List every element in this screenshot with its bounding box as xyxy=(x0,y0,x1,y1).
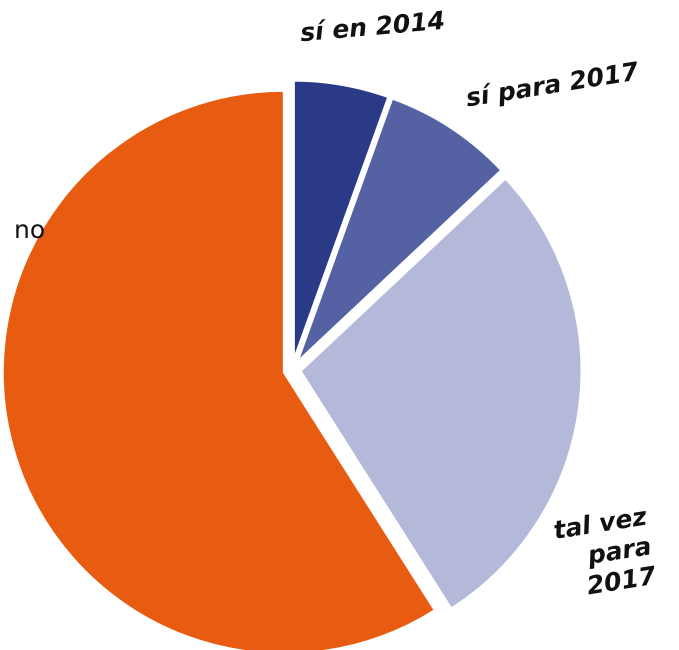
slice-label: no xyxy=(14,215,46,244)
pie-slice xyxy=(294,96,505,365)
pie-slice xyxy=(298,175,584,612)
pie-slice xyxy=(291,78,391,363)
pie-slice xyxy=(0,88,438,650)
